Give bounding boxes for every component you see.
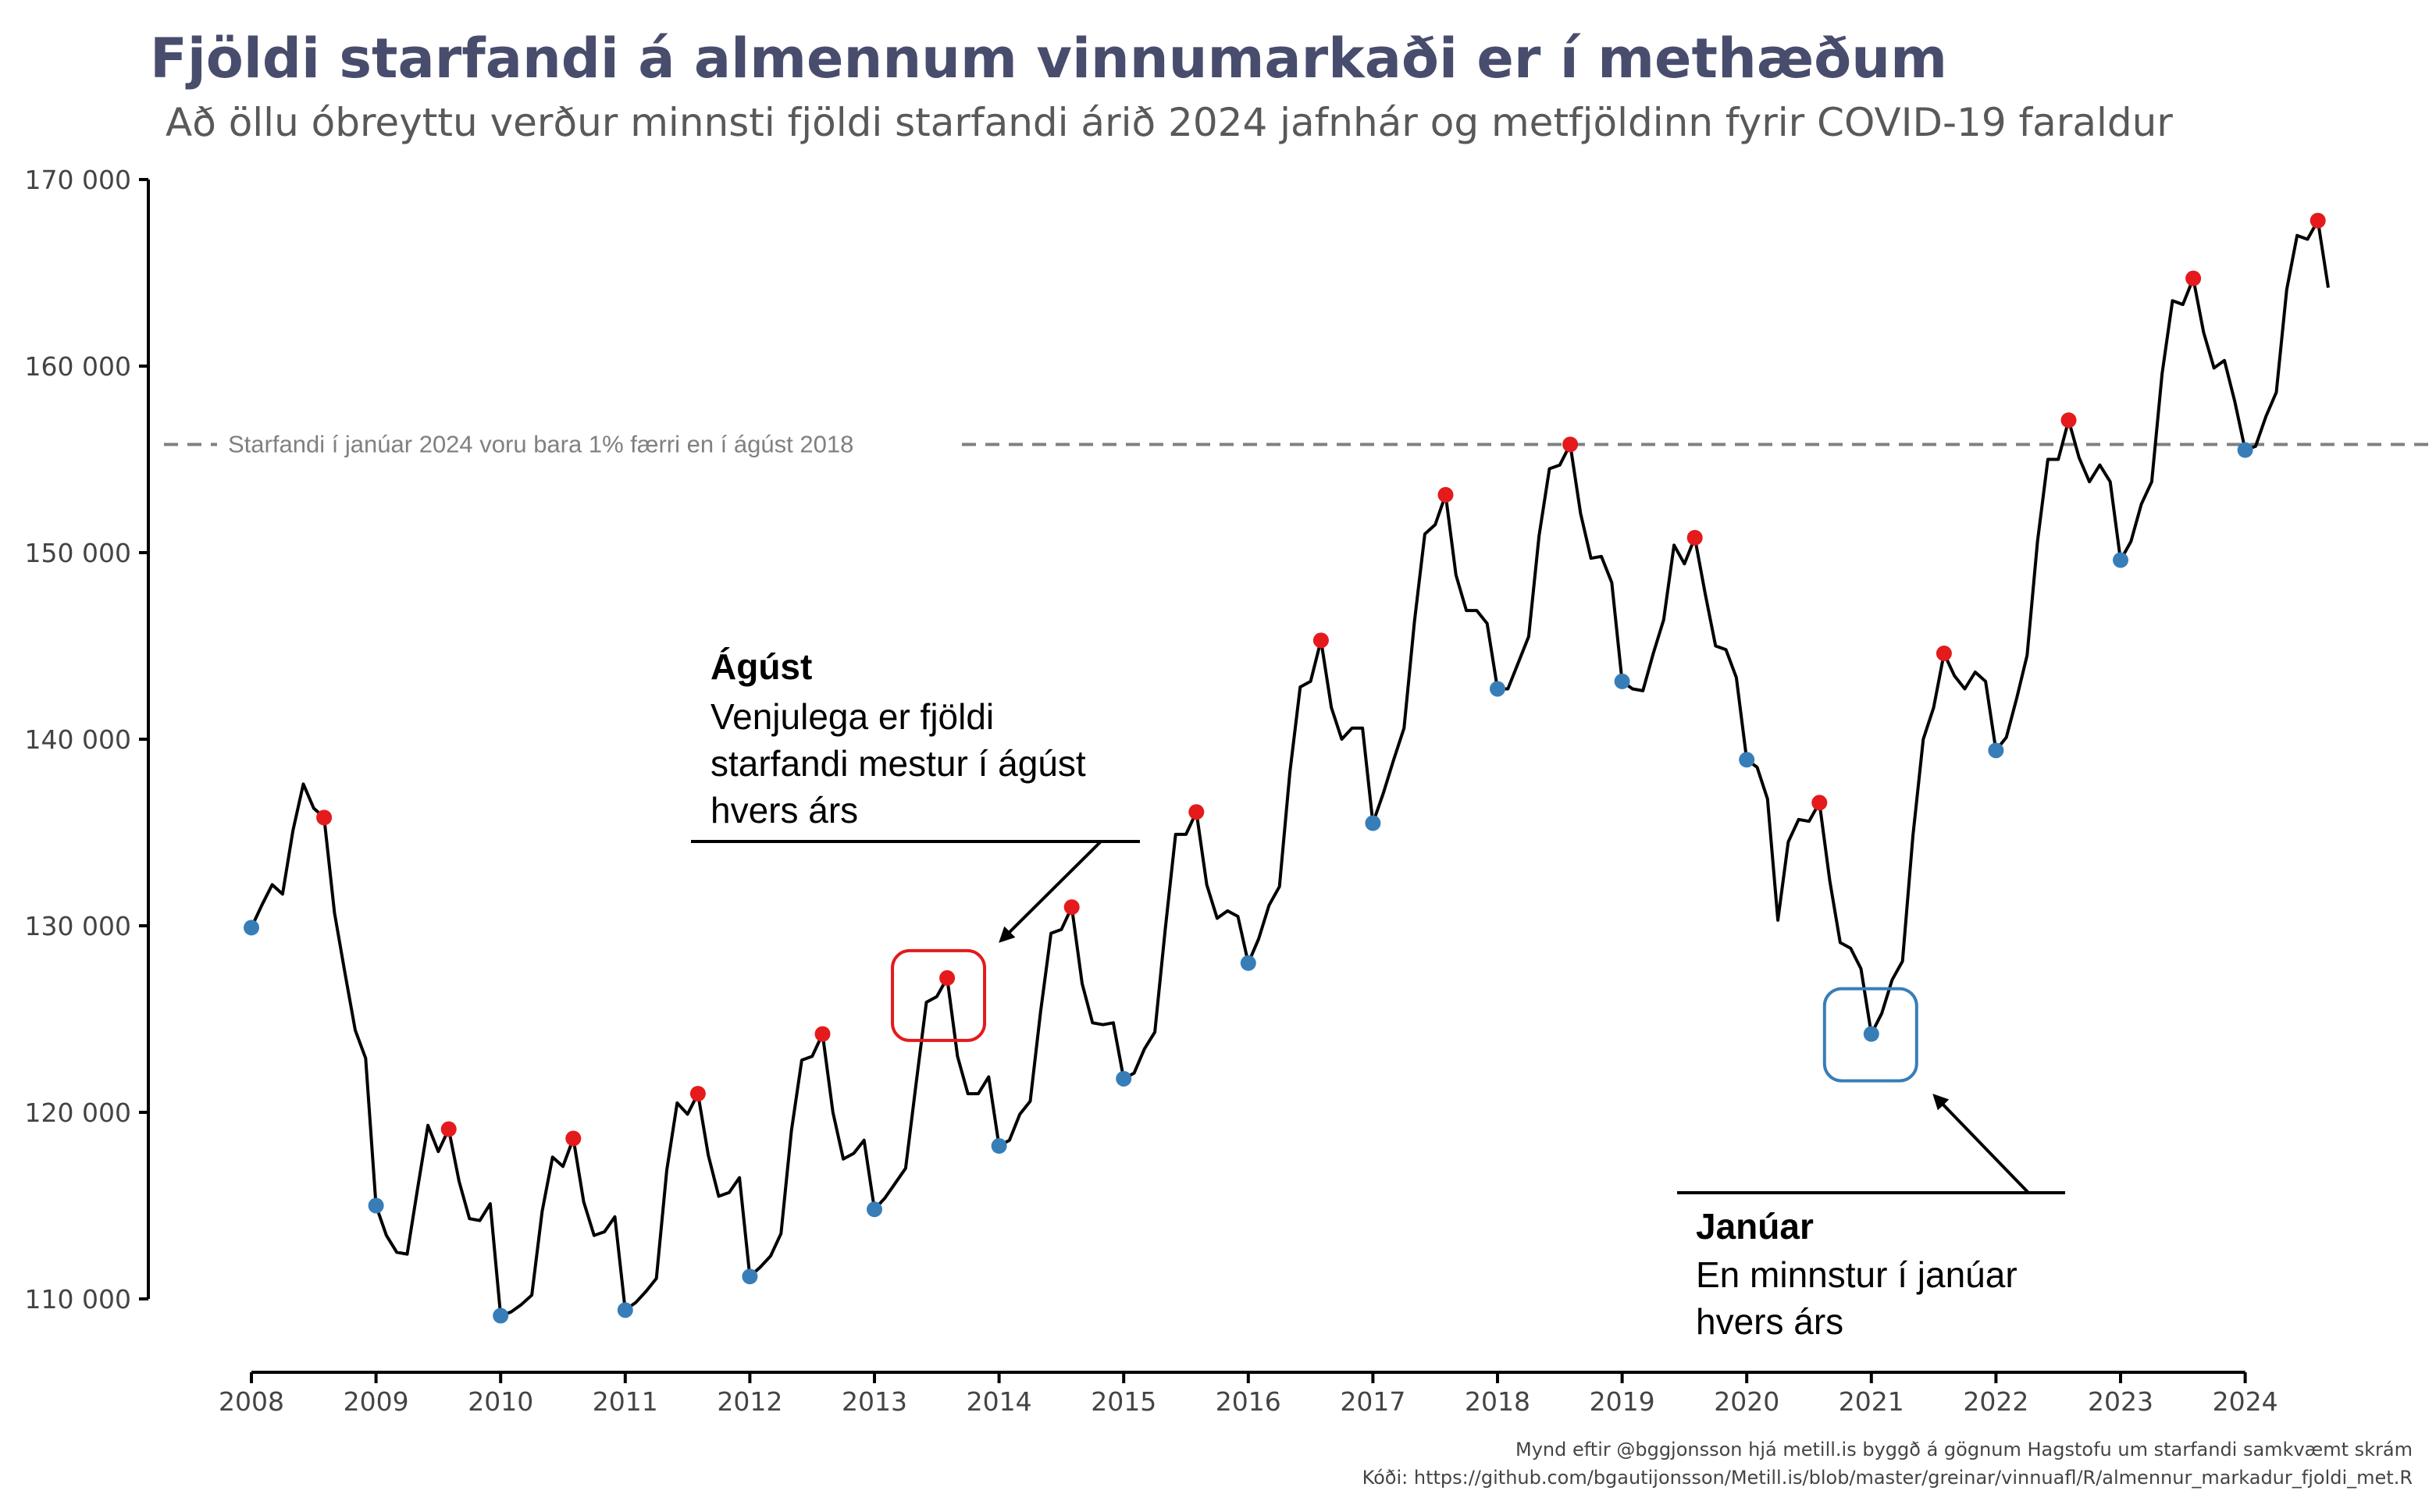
january-point <box>991 1138 1007 1154</box>
january-point <box>1116 1070 1132 1087</box>
x-tick-label: 2015 <box>1091 1386 1156 1417</box>
y-tick-label: 130 000 <box>25 911 131 941</box>
x-tick-label: 2023 <box>2088 1386 2153 1417</box>
august-annotation-line: starfandi mestur í ágúst <box>710 743 1086 784</box>
x-tick-label: 2017 <box>1340 1386 1405 1417</box>
y-tick-label: 140 000 <box>25 724 131 755</box>
x-tick-label: 2022 <box>1963 1386 2028 1417</box>
august-annotation-heading: Ágúst <box>710 646 812 687</box>
august-annotation-line: hvers árs <box>710 790 858 831</box>
august-point <box>2310 212 2326 229</box>
series-group <box>250 219 2330 1318</box>
august-annotation-line: Venjulega er fjöldi <box>710 696 994 737</box>
january-point <box>867 1201 882 1218</box>
page-title: Fjöldi starfandi á almennum vinnumarkaði… <box>150 27 1948 91</box>
august-point <box>1188 804 1205 820</box>
y-tick-label: 170 000 <box>25 165 131 195</box>
chart-axes: 110 000 120 000 130 000 140 000 150 000 160 0… <box>25 165 2278 1417</box>
x-tick-label: 2018 <box>1465 1386 1530 1417</box>
january-point <box>2113 552 2128 568</box>
january-point <box>1365 815 1381 831</box>
january-point <box>1988 742 2004 759</box>
x-tick-label: 2016 <box>1216 1386 1281 1417</box>
y-tick-label: 160 000 <box>25 351 131 382</box>
january-annotation-arrow <box>1932 1094 2030 1194</box>
january-point <box>742 1268 758 1285</box>
august-annotation-arrow <box>999 840 1102 943</box>
august-point <box>1063 899 1080 916</box>
august-point <box>1562 436 1579 453</box>
august-point <box>1312 632 1329 649</box>
x-tick-label: 2019 <box>1590 1386 1655 1417</box>
january-highlight-box <box>1822 987 1918 1083</box>
january-point <box>617 1302 633 1318</box>
january-point <box>1240 955 1256 971</box>
y-tick-label: 150 000 <box>25 538 131 568</box>
august-point <box>440 1121 457 1137</box>
august-point <box>1686 529 1703 546</box>
august-point <box>2185 270 2202 286</box>
source-caption-line2: Kóði: https://github.com/bgautijonsson/M… <box>1362 1467 2413 1489</box>
january-annotation-line: En minnstur í janúar <box>1696 1254 2018 1295</box>
x-tick-label: 2010 <box>468 1386 533 1417</box>
august-point <box>689 1086 706 1102</box>
january-point <box>493 1307 509 1324</box>
page-subtitle: Að öllu óbreyttu verður minnsti fjöldi s… <box>166 100 2173 145</box>
x-tick-label: 2014 <box>967 1386 1032 1417</box>
january-point <box>2237 442 2253 458</box>
reference-line-group: Starfandi í janúar 2024 voru bara 1% fær… <box>164 430 2428 457</box>
series-line <box>250 219 2330 1318</box>
january-point <box>368 1197 384 1214</box>
january-point <box>244 920 259 936</box>
january-point <box>1863 1026 1879 1042</box>
august-point <box>316 809 333 826</box>
x-tick-label: 2013 <box>842 1386 907 1417</box>
august-point <box>565 1130 582 1147</box>
y-tick-label: 110 000 <box>25 1284 131 1315</box>
january-annotation-heading: Janúar <box>1696 1206 1814 1247</box>
august-highlight-box <box>891 948 987 1042</box>
x-tick-label: 2020 <box>1714 1386 1779 1417</box>
annotations-group: Ágúst Venjulega er fjöldi starfandi mestur… <box>691 646 2065 1342</box>
january-point <box>1739 752 1755 768</box>
x-tick-label: 2009 <box>344 1386 409 1417</box>
points-group <box>244 212 2326 1324</box>
august-point <box>939 969 956 986</box>
august-point <box>1936 646 1952 662</box>
january-point <box>1490 681 1505 697</box>
august-point <box>1437 486 1454 503</box>
january-point <box>1614 673 1630 689</box>
january-annotation-line: hvers árs <box>1696 1301 1843 1342</box>
x-tick-label: 2021 <box>1839 1386 1904 1417</box>
x-tick-label: 2024 <box>2213 1386 2278 1417</box>
august-point <box>1811 795 1828 811</box>
august-point <box>2060 412 2077 429</box>
reference-line-label: Starfandi í janúar 2024 voru bara 1% fær… <box>228 430 853 457</box>
source-caption-line1: Mynd eftir @bggjonsson hjá metill.is byg… <box>1515 1439 2413 1460</box>
x-tick-label: 2011 <box>593 1386 658 1417</box>
y-tick-label: 120 000 <box>25 1098 131 1128</box>
august-point <box>814 1026 831 1042</box>
x-tick-label: 2008 <box>219 1386 284 1417</box>
x-tick-label: 2012 <box>717 1386 782 1417</box>
